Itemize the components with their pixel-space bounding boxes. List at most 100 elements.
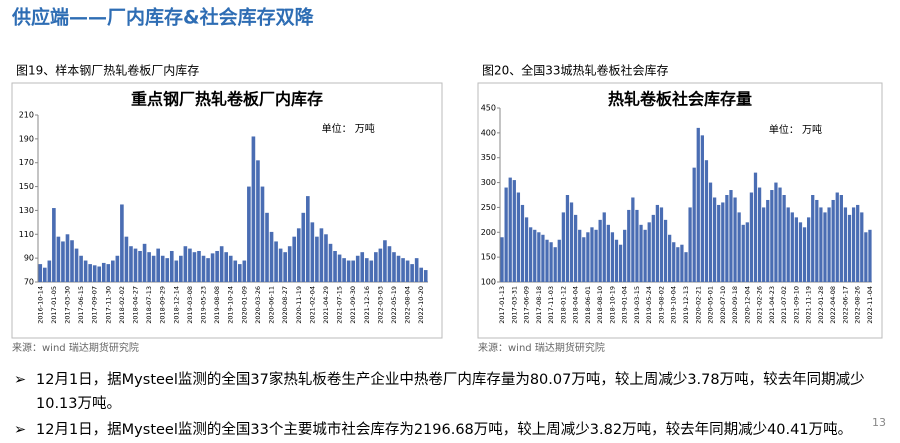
bar bbox=[201, 255, 206, 282]
bar bbox=[868, 229, 872, 282]
x-tick-label: 2017-01-05 bbox=[50, 286, 58, 324]
x-tick-label: 2020-06-11 bbox=[268, 286, 276, 324]
bar bbox=[553, 247, 557, 282]
bar bbox=[160, 255, 165, 282]
bar bbox=[192, 252, 197, 282]
bullet-text: 12月1日，据Mysteel监测的全国33个主要城市社会库存为2196.68万吨… bbox=[36, 422, 853, 438]
x-tick-label: 2018-07-13 bbox=[145, 286, 153, 324]
bar bbox=[233, 260, 238, 282]
bar bbox=[815, 199, 819, 282]
bar bbox=[301, 212, 306, 282]
bar bbox=[827, 207, 831, 282]
x-tick-label: 2017-09-07 bbox=[91, 286, 99, 324]
bar bbox=[79, 255, 83, 282]
bar bbox=[369, 260, 374, 282]
bar bbox=[210, 253, 215, 282]
x-tick-label: 2020-03-26 bbox=[254, 286, 262, 324]
bar bbox=[753, 172, 758, 282]
bar bbox=[410, 264, 414, 282]
x-tick-label: 2019-01-04 bbox=[621, 286, 629, 324]
bar bbox=[242, 260, 247, 282]
bar bbox=[151, 255, 156, 282]
bar bbox=[590, 227, 594, 282]
x-tick-label: 2019-08-02 bbox=[657, 286, 665, 324]
bar bbox=[42, 267, 47, 282]
bar bbox=[663, 219, 668, 282]
bar bbox=[215, 250, 219, 282]
x-tick-label: 2021-09-30 bbox=[349, 286, 357, 324]
bar bbox=[741, 224, 745, 282]
bar bbox=[283, 252, 287, 282]
bar bbox=[378, 248, 383, 282]
bar bbox=[504, 187, 508, 282]
bar bbox=[310, 222, 315, 282]
bar bbox=[383, 240, 387, 282]
chart-frame bbox=[477, 82, 883, 339]
y-tick-label: 150 bbox=[481, 253, 496, 262]
y-tick-label: 100 bbox=[481, 278, 496, 287]
chart-frame bbox=[11, 82, 443, 339]
bar bbox=[672, 242, 676, 282]
x-tick-label: 2017-06-09 bbox=[523, 286, 531, 324]
bar bbox=[676, 247, 680, 282]
bar bbox=[692, 167, 696, 282]
y-tick-label: 350 bbox=[481, 153, 496, 162]
x-tick-label: 2022-05-19 bbox=[390, 286, 398, 324]
bar bbox=[582, 237, 586, 282]
x-tick-label: 2021-11-19 bbox=[805, 286, 813, 324]
bar bbox=[292, 236, 297, 282]
x-tick-label: 2017-08-18 bbox=[535, 286, 543, 324]
x-tick-label: 2018-04-04 bbox=[572, 286, 580, 324]
bar bbox=[533, 229, 537, 282]
bar bbox=[647, 222, 651, 282]
bar bbox=[287, 246, 292, 282]
bar bbox=[798, 222, 803, 282]
bar bbox=[790, 212, 794, 282]
x-tick-label: 2017-03-30 bbox=[63, 286, 71, 324]
bar bbox=[729, 190, 733, 282]
bar bbox=[47, 260, 52, 282]
bar bbox=[762, 207, 766, 282]
y-tick-label: 90 bbox=[24, 254, 34, 263]
bar bbox=[786, 207, 790, 282]
bar bbox=[631, 197, 635, 282]
bar bbox=[565, 195, 570, 282]
x-tick-label: 2019-10-04 bbox=[670, 286, 678, 324]
bar bbox=[500, 237, 504, 282]
bar bbox=[680, 244, 684, 282]
bar bbox=[794, 217, 799, 282]
x-tick-label: 2022-08-04 bbox=[404, 286, 412, 324]
bar bbox=[831, 199, 835, 282]
chart-title: 重点钢厂热轧卷板厂内库存 bbox=[131, 90, 323, 109]
bar bbox=[224, 252, 229, 282]
bar bbox=[56, 236, 61, 282]
bullet: 12月1日，据Mysteel监测的全国33个主要城市社会库存为2196.68万吨… bbox=[14, 418, 890, 442]
bar bbox=[610, 232, 615, 282]
bullet: 12月1日，据Mysteel监测的全国37家热轧板卷生产企业中热卷厂内库存量为8… bbox=[14, 368, 890, 416]
x-tick-label: 2020-08-27 bbox=[281, 286, 289, 324]
bar bbox=[774, 182, 778, 282]
bar bbox=[639, 224, 643, 282]
x-tick-label: 2022-08-26 bbox=[854, 286, 862, 324]
bar bbox=[278, 248, 283, 282]
x-tick-label: 2022-11-04 bbox=[866, 286, 874, 324]
x-tick-label: 2021-02-26 bbox=[756, 286, 764, 324]
y-tick-label: 110 bbox=[19, 230, 34, 239]
bar bbox=[101, 262, 106, 282]
bar bbox=[346, 260, 351, 282]
x-tick-label: 2020-12-04 bbox=[743, 286, 751, 324]
bar bbox=[549, 242, 553, 282]
bar bbox=[757, 187, 762, 282]
bar bbox=[712, 197, 717, 282]
bar bbox=[364, 258, 369, 282]
bar bbox=[274, 241, 278, 282]
bar bbox=[770, 190, 774, 282]
bar bbox=[133, 248, 138, 282]
bar bbox=[256, 160, 260, 282]
bar bbox=[569, 202, 574, 282]
bar bbox=[315, 236, 319, 282]
bar bbox=[586, 232, 590, 282]
bar bbox=[704, 160, 709, 282]
y-tick-label: 170 bbox=[19, 158, 34, 167]
bar bbox=[651, 214, 655, 282]
